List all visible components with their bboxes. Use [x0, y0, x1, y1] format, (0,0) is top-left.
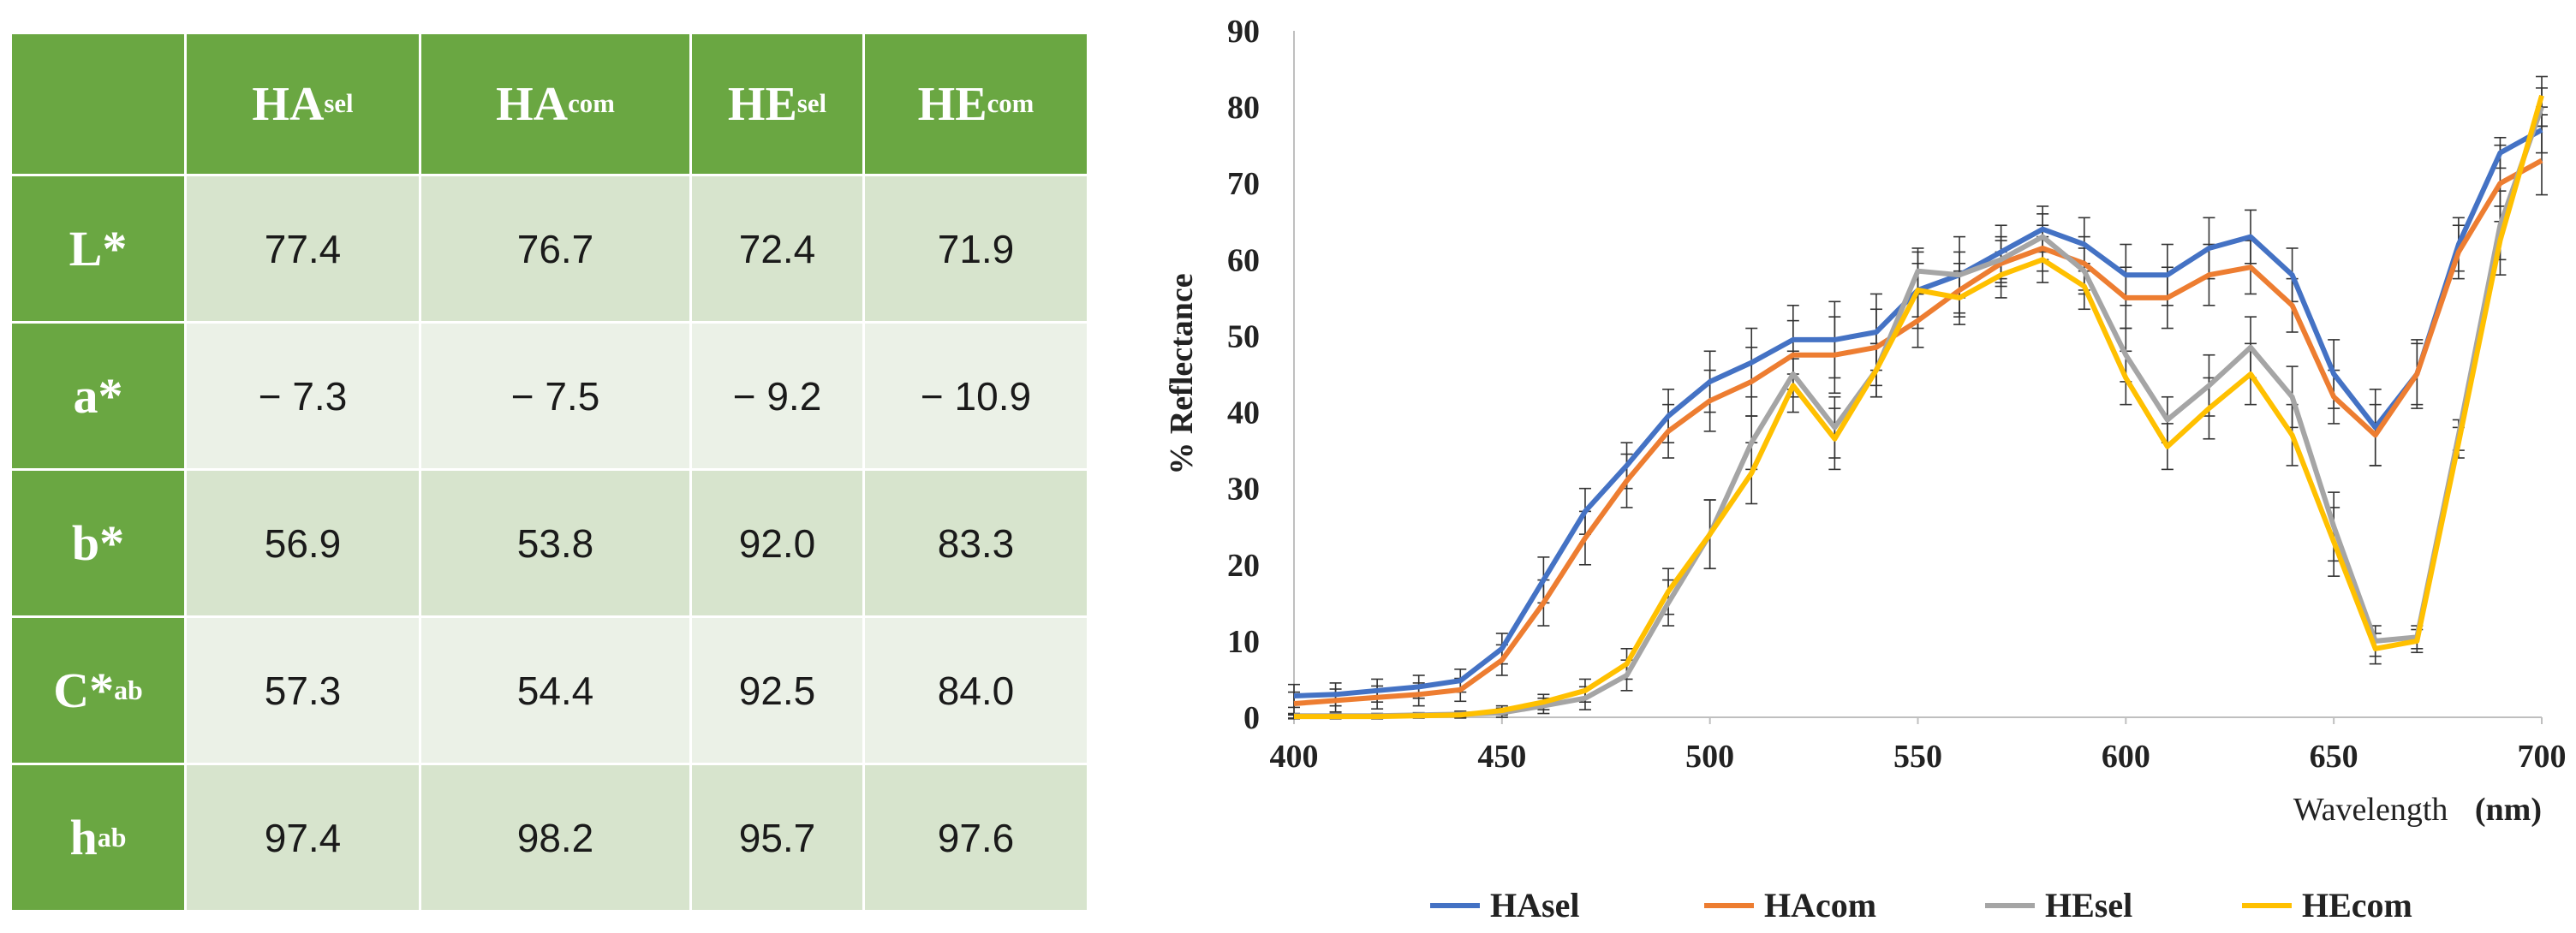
- header-hasel: HA sel: [187, 34, 421, 176]
- x-tick-label: 650: [2310, 739, 2358, 775]
- table-cell: 95.7: [692, 765, 865, 912]
- table-cell: 56.9: [187, 471, 421, 618]
- row-header-a: a*: [12, 324, 187, 471]
- x-tick-label: 450: [1477, 739, 1526, 775]
- chart-axes: [1293, 31, 2542, 718]
- table-cell: 72.4: [692, 176, 865, 324]
- y-axis-title: % Reflectance: [1164, 273, 1200, 474]
- x-axis-title-text: Wavelength: [2293, 792, 2448, 828]
- error-bars: [1288, 75, 2548, 720]
- table-cell: − 9.2: [692, 324, 865, 471]
- x-tick-label: 400: [1270, 739, 1319, 775]
- legend-label-hacom: HAcom: [1764, 886, 1876, 924]
- x-axis-title-unit: (nm): [2475, 792, 2542, 828]
- table-cell: 71.9: [865, 176, 1089, 324]
- y-tick-label: 80: [1227, 90, 1260, 126]
- row-header-h: h ab: [12, 765, 187, 912]
- legend-label-hesel: HEsel: [2045, 886, 2132, 924]
- table-cell: 83.3: [865, 471, 1089, 618]
- table-cell: 53.8: [421, 471, 692, 618]
- x-tick-label: 700: [2518, 739, 2567, 775]
- color-table: HA sel HA com HE sel HE com L* 77.4 76.7 72.…: [12, 34, 1089, 912]
- header-hecom: HE com: [865, 34, 1089, 176]
- series-line-hacom: [1293, 157, 2543, 706]
- table-cell: 97.4: [187, 765, 421, 912]
- y-tick-label: 20: [1227, 548, 1260, 584]
- tick-labels: 0 10 20 30 40 50 60 70 80 90 400 450 500 550 600 650 700: [1227, 14, 2567, 775]
- table-cell: 98.2: [421, 765, 692, 912]
- series-lines: [1293, 94, 2544, 720]
- row-header-c: C* ab: [12, 618, 187, 765]
- table-cell: − 7.3: [187, 324, 421, 471]
- table-cell: 92.5: [692, 618, 865, 765]
- y-tick-label: 50: [1227, 318, 1260, 354]
- table-cell: 54.4: [421, 618, 692, 765]
- header-hesel: HE sel: [692, 34, 865, 176]
- table-cell: 97.6: [865, 765, 1089, 912]
- table-cell: 77.4: [187, 176, 421, 324]
- x-tick-label: 600: [2102, 739, 2150, 775]
- row-header-b: b*: [12, 471, 187, 618]
- table-cell: 76.7: [421, 176, 692, 324]
- series-line-hesel: [1294, 106, 2544, 719]
- y-tick-label: 10: [1227, 624, 1260, 660]
- series-line-hecom: [1294, 94, 2544, 720]
- reflectance-chart: 0 10 20 30 40 50 60 70 80 90 400 450 500 550 600 650 700…: [1164, 14, 2567, 924]
- x-tick-label: 500: [1685, 739, 1734, 775]
- table-cell: 84.0: [865, 618, 1089, 765]
- x-tick-label: 550: [1893, 739, 1942, 775]
- table-cell: − 10.9: [865, 324, 1089, 471]
- table-cell: 92.0: [692, 471, 865, 618]
- legend: HAsel HAcom HEsel HEcom: [1430, 886, 2412, 924]
- y-tick-label: 0: [1243, 700, 1260, 736]
- table-cell: 57.3: [187, 618, 421, 765]
- y-tick-label: 40: [1227, 395, 1260, 431]
- y-tick-label: 90: [1227, 14, 1260, 50]
- row-header-l: L*: [12, 176, 187, 324]
- legend-label-hecom: HEcom: [2302, 886, 2412, 924]
- table-cell: − 7.5: [421, 324, 692, 471]
- header-hacom: HA com: [421, 34, 692, 176]
- y-tick-label: 60: [1227, 242, 1260, 278]
- legend-label-hasel: HAsel: [1490, 886, 1579, 924]
- y-tick-label: 70: [1227, 166, 1260, 202]
- table-corner: [12, 34, 187, 176]
- x-axis-title: Wavelength (nm): [2293, 792, 2542, 828]
- y-tick-label: 30: [1227, 472, 1260, 508]
